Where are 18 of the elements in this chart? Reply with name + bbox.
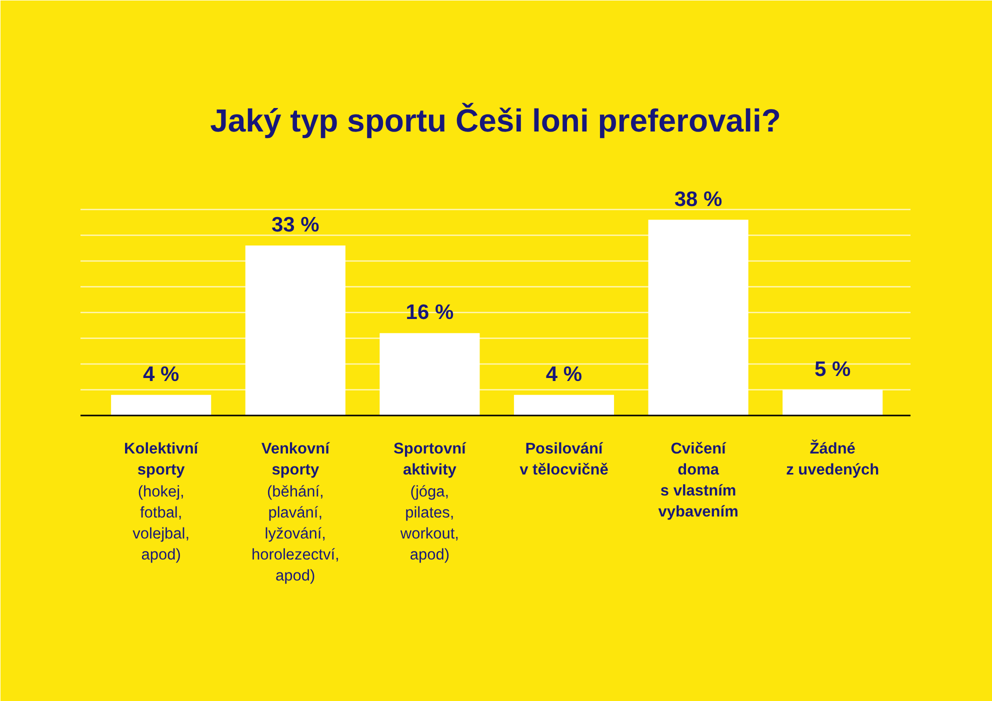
- bar: [380, 333, 480, 416]
- data-label: 4 %: [142, 362, 180, 386]
- bar: [514, 394, 614, 416]
- data-label: 33 %: [271, 214, 320, 237]
- x-tick-label: Venkovní sporty (běhání, plavání, lyžování, horolezectví, apod): [251, 440, 340, 585]
- x-tick-label: Posilování v tělocvičně: [520, 440, 609, 479]
- x-tick-label: Kolektivní sporty (hokej, fotbal, volejbal, apod): [124, 440, 199, 564]
- data-label: 4 %: [546, 362, 582, 386]
- bar: [111, 394, 212, 416]
- bar: [782, 390, 883, 416]
- bar: [648, 220, 748, 416]
- chart-title: Jaký typ sportu Češi loni preferovali?: [210, 102, 781, 138]
- x-tick-label: Cvičení doma s vlastním vybavením: [658, 440, 738, 521]
- x-tick-label: Žádné z uvedených: [786, 440, 880, 479]
- data-label: 5 %: [814, 358, 852, 381]
- x-tick-label: Sportovní aktivity (jóga, pilates, workout, apod): [394, 440, 467, 564]
- data-label: 38 %: [674, 188, 723, 211]
- bar: [245, 246, 346, 416]
